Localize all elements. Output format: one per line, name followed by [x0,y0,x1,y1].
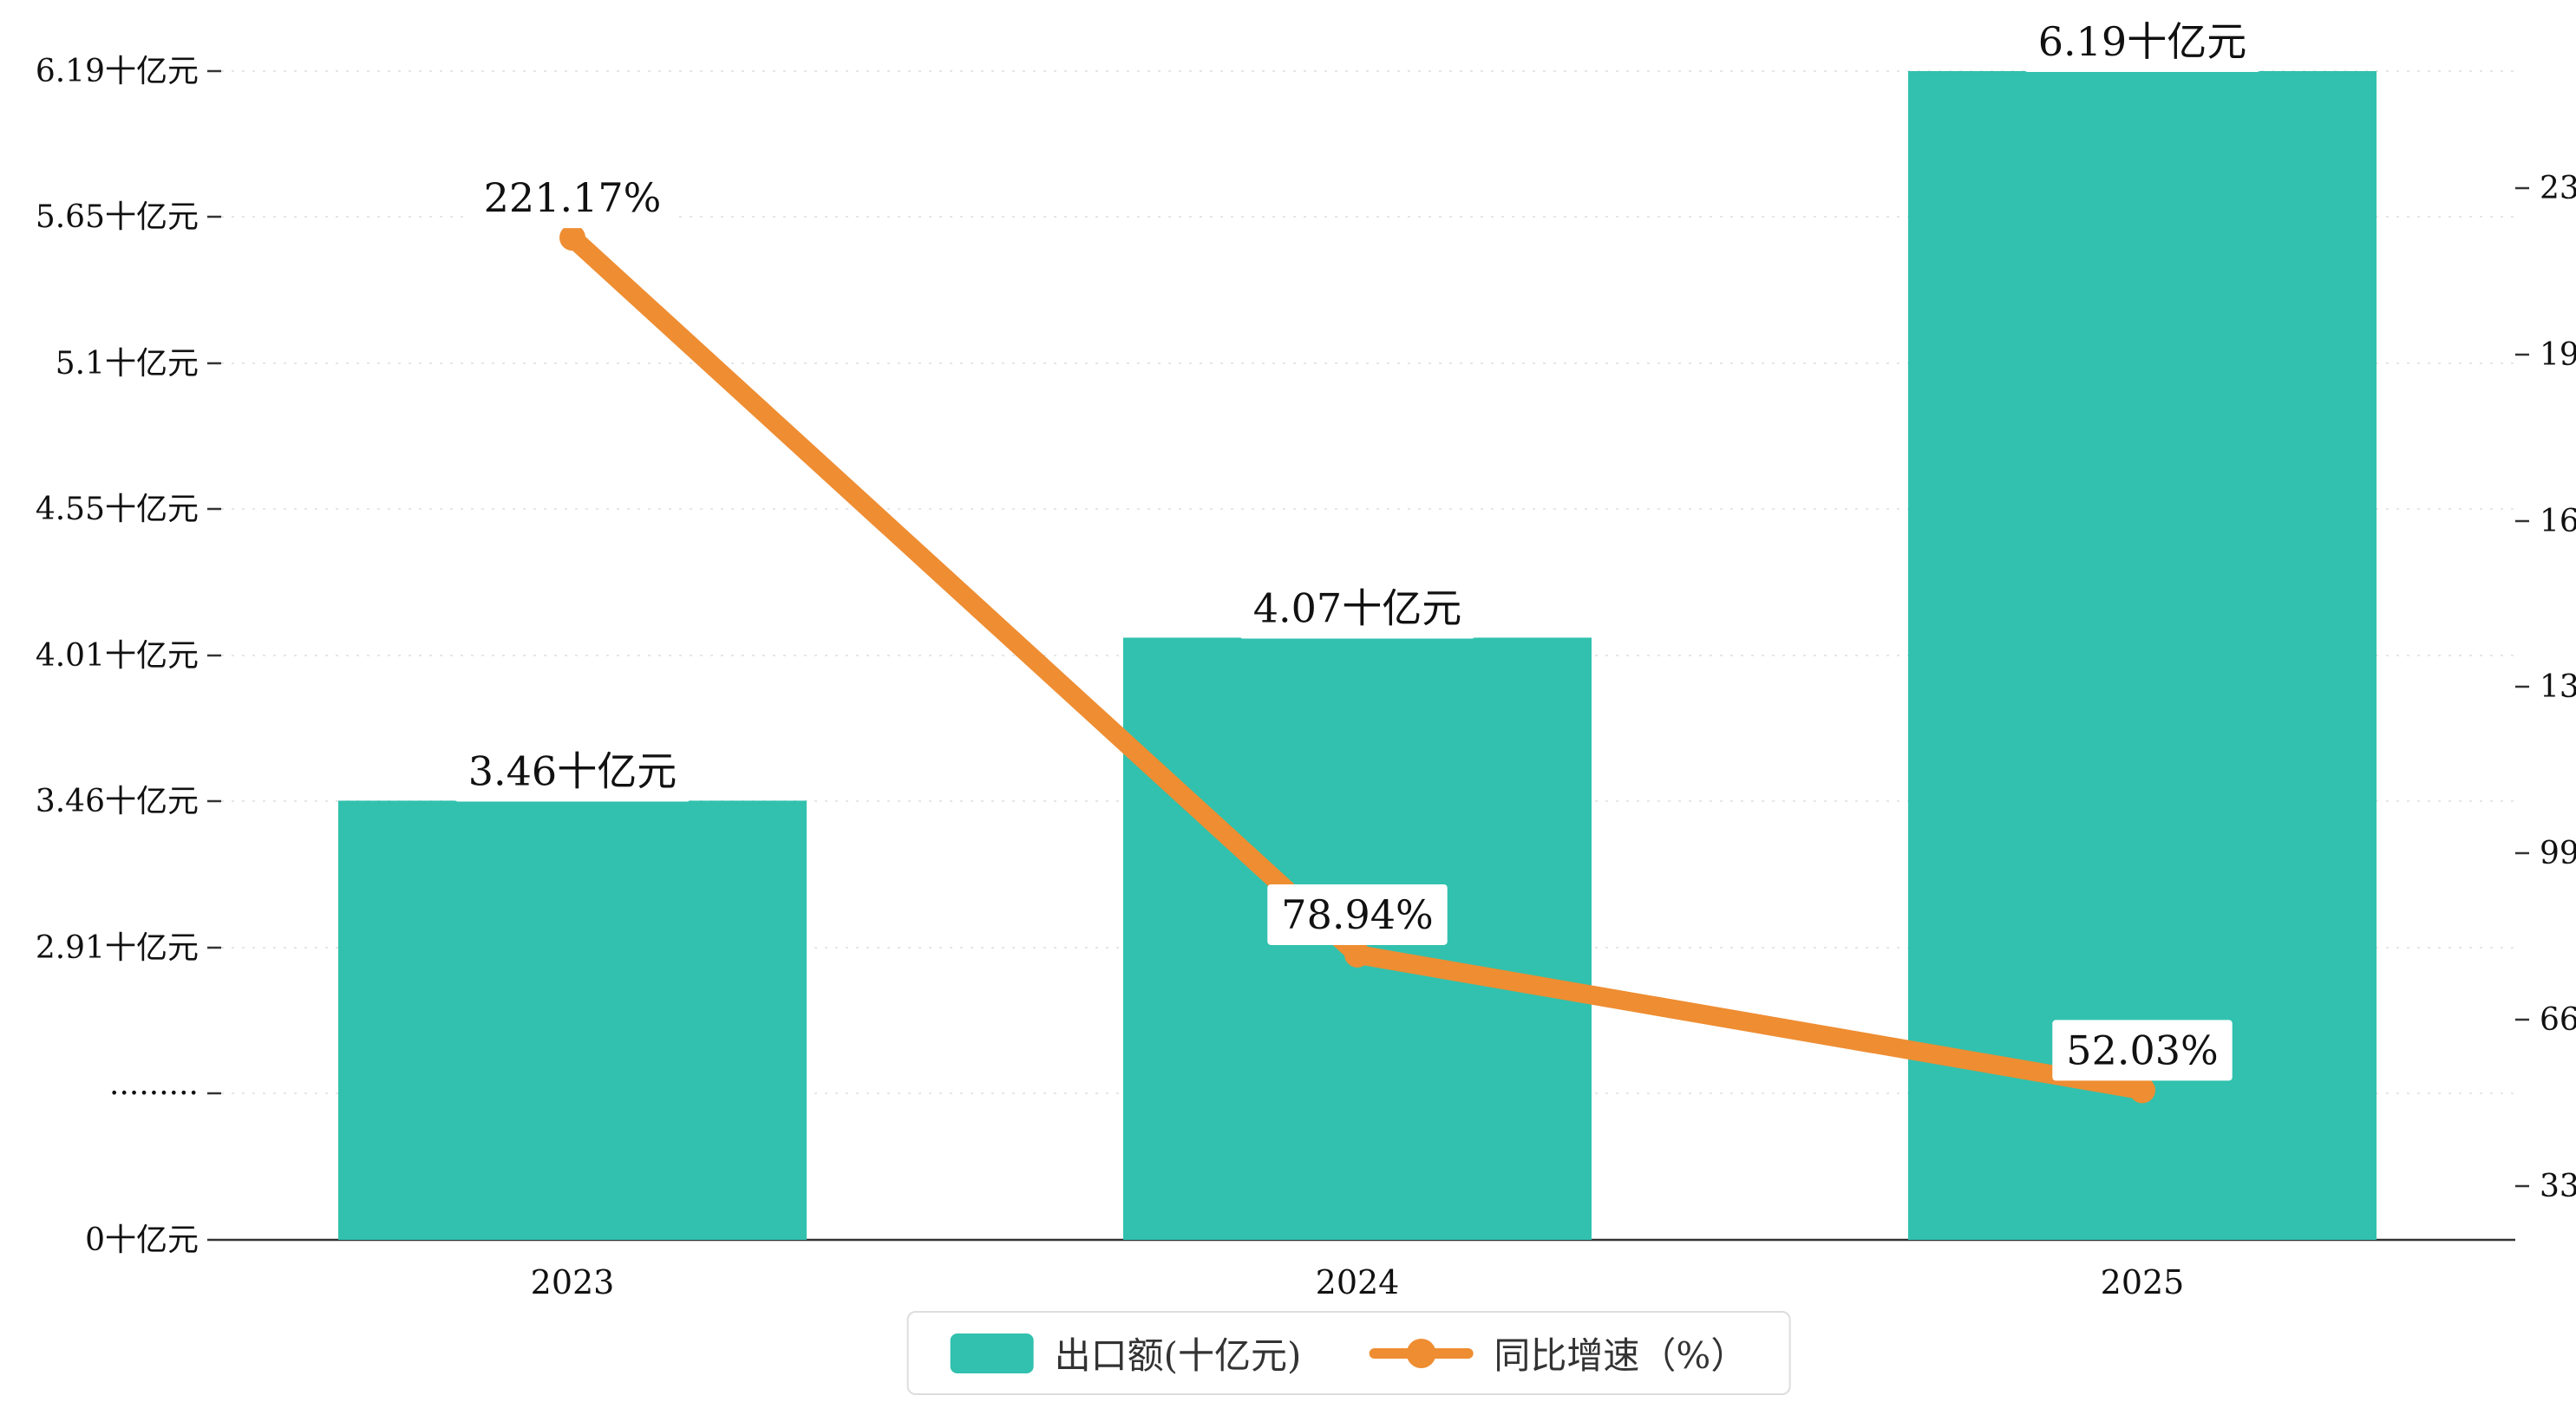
bar-2023 [338,800,807,1240]
legend-label-export-value: 出口额(十亿元) [1054,1334,1302,1377]
left-axis-label-4: 4.01十亿元 [36,638,199,674]
legend: 出口额(十亿元) 同比增速（%） [906,1311,1791,1395]
bar-value-label-2025-bg [2024,11,2261,72]
left-axis-label-6: 2.91十亿元 [36,930,199,966]
bar-value-label-2025: 6.19十亿元 [2038,18,2246,65]
bar-value-label-2023-bg [454,740,691,802]
bar-value-label-2023: 3.46十亿元 [468,747,677,794]
right-axis-label-6: 33 [2540,1169,2576,1204]
growth-value-label-2024-bg [1267,884,1448,945]
growth-value-label-2024: 78.94% [1281,891,1433,938]
growth-value-label-2023-bg [469,167,676,229]
bar-series-swatch [950,1333,1034,1373]
left-axis-label-3: 4.55十亿元 [36,492,199,527]
left-axis-label-5: 3.46十亿元 [36,784,199,819]
left-axis-label-0: 6.19十亿元 [36,54,199,89]
x-axis-category-2023: 2023 [531,1263,615,1301]
growth-value-label-2023: 221.17% [484,174,662,221]
growth-line-point-2024 [1344,941,1370,968]
left-axis-label-2: 5.1十亿元 [56,346,199,381]
bar-value-label-2024: 4.07十亿元 [1253,584,1461,631]
right-axis-label-0: 231 [2540,171,2576,206]
growth-line-point-2023 [559,225,585,251]
right-axis-label-1: 198 [2540,337,2576,373]
bar-value-label-2024-bg [1239,577,1476,639]
right-axis-label-4: 99 [2540,836,2576,871]
growth-line-point-2025 [2129,1077,2155,1104]
left-axis-label-8: 0十亿元 [85,1223,199,1258]
x-axis-category-2024: 2024 [1316,1263,1400,1301]
right-axis-label-5: 66 [2540,1002,2576,1038]
legend-item-export-value[interactable]: 出口额(十亿元) [950,1327,1302,1379]
right-axis-label-3: 132 [2540,669,2576,705]
legend-item-yoy-growth[interactable]: 同比增速（%） [1369,1327,1747,1379]
left-axis-label-1: 5.65十亿元 [36,199,199,235]
x-axis-category-2025: 2025 [2101,1263,2185,1301]
line-series-swatch [1369,1333,1474,1373]
line-swatch-dot-icon [1406,1338,1436,1368]
legend-label-yoy-growth: 同比增速（%） [1494,1334,1748,1377]
left-axis-label-7: ········· [109,1076,199,1112]
growth-value-label-2025: 52.03% [2066,1027,2218,1073]
growth-value-label-2025-bg [2052,1020,2233,1081]
right-axis-label-2: 165 [2540,504,2576,539]
